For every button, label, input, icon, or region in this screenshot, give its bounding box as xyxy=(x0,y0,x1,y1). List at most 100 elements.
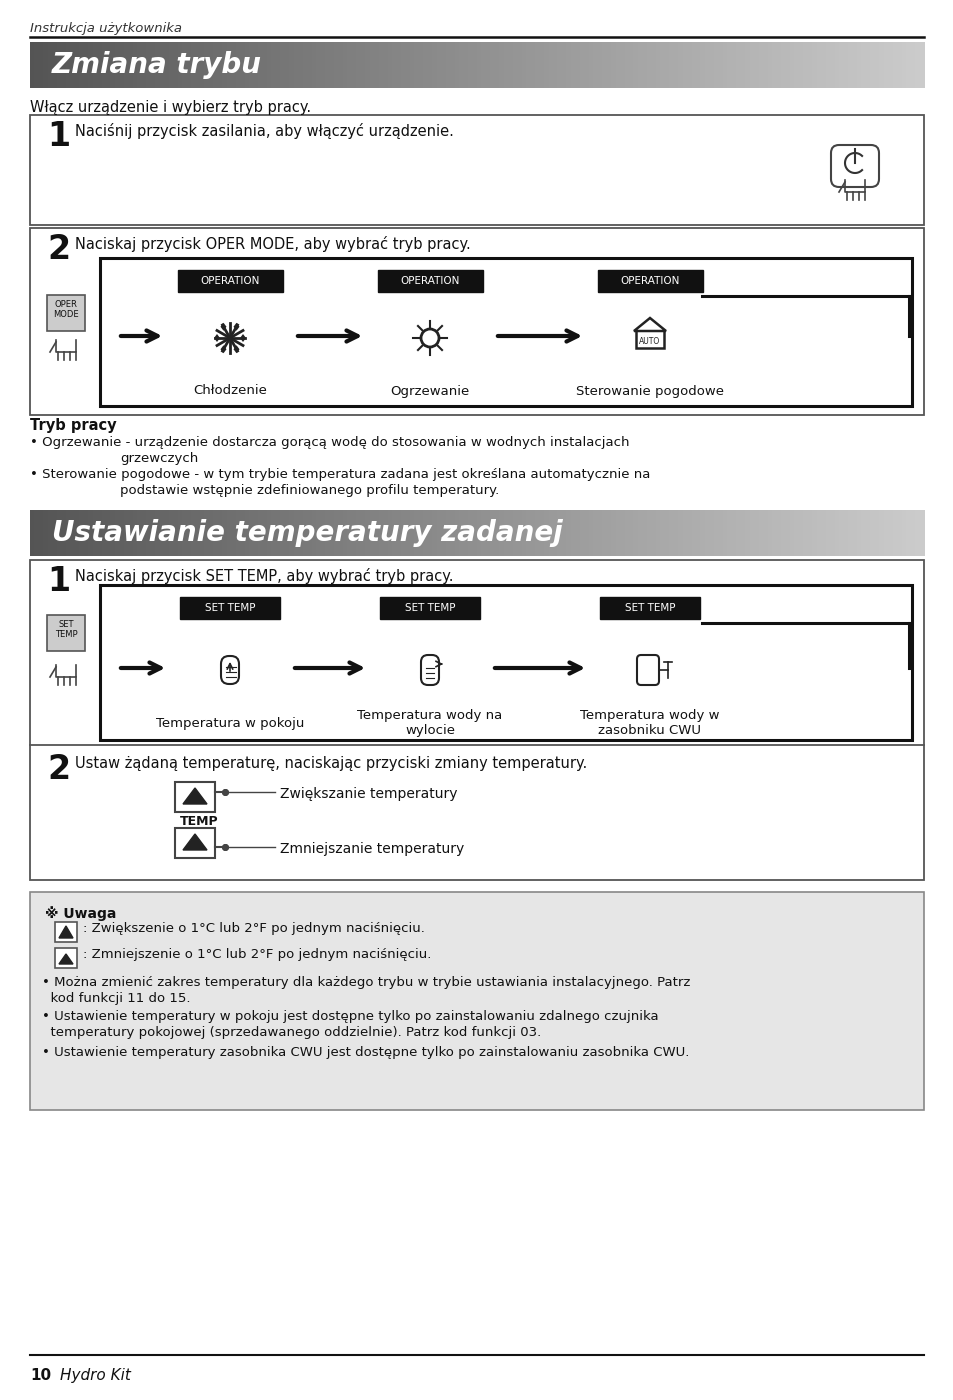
Bar xyxy=(111,42,116,88)
Bar xyxy=(651,510,656,556)
Bar xyxy=(88,42,93,88)
Text: Sterowanie pogodowe: Sterowanie pogodowe xyxy=(576,385,723,398)
Bar xyxy=(539,510,544,556)
Bar xyxy=(47,615,85,651)
Bar xyxy=(726,42,732,88)
Bar xyxy=(100,258,911,406)
Bar xyxy=(436,510,442,556)
Text: OPERATION: OPERATION xyxy=(200,276,259,286)
Bar xyxy=(249,42,254,88)
Bar xyxy=(865,510,870,556)
Bar xyxy=(598,510,602,556)
Text: 1: 1 xyxy=(47,120,71,153)
Bar xyxy=(879,510,883,556)
Bar xyxy=(155,510,160,556)
Bar xyxy=(177,510,183,556)
Bar xyxy=(842,42,848,88)
Bar xyxy=(66,510,71,556)
Bar xyxy=(191,510,196,556)
Bar xyxy=(186,42,192,88)
Text: Hydro Kit: Hydro Kit xyxy=(60,1368,131,1383)
Bar xyxy=(879,42,883,88)
Bar xyxy=(240,510,245,556)
Text: grzewczych: grzewczych xyxy=(120,452,198,465)
Bar xyxy=(821,42,826,88)
Bar xyxy=(124,42,130,88)
Bar xyxy=(137,42,143,88)
Bar xyxy=(164,42,170,88)
Bar xyxy=(132,510,138,556)
Bar xyxy=(249,510,254,556)
Bar xyxy=(52,510,58,556)
Bar xyxy=(749,510,755,556)
Text: OPERATION: OPERATION xyxy=(619,276,679,286)
Bar xyxy=(423,510,429,556)
Bar xyxy=(865,42,870,88)
Bar xyxy=(169,42,173,88)
FancyBboxPatch shape xyxy=(221,657,239,685)
Bar xyxy=(508,510,514,556)
Bar xyxy=(691,42,697,88)
Bar xyxy=(275,42,281,88)
Bar xyxy=(771,42,777,88)
Bar xyxy=(262,42,268,88)
Bar xyxy=(575,510,580,556)
Bar xyxy=(821,510,826,556)
Bar xyxy=(92,42,98,88)
Bar xyxy=(320,42,326,88)
Bar xyxy=(334,42,339,88)
Bar xyxy=(495,42,499,88)
Text: Temperatura w pokoju: Temperatura w pokoju xyxy=(155,717,304,729)
Bar xyxy=(209,510,214,556)
Bar xyxy=(498,42,504,88)
Bar xyxy=(798,42,803,88)
Bar xyxy=(598,270,702,293)
Bar xyxy=(124,510,130,556)
Bar xyxy=(204,510,210,556)
Bar xyxy=(209,42,214,88)
Bar xyxy=(377,270,482,293)
Bar xyxy=(914,42,920,88)
Text: kod funkcji 11 do 15.: kod funkcji 11 do 15. xyxy=(42,993,191,1005)
Bar xyxy=(285,510,290,556)
Bar xyxy=(638,42,642,88)
Bar xyxy=(781,510,785,556)
Bar xyxy=(659,42,665,88)
Bar xyxy=(615,42,620,88)
Bar xyxy=(307,510,313,556)
Bar xyxy=(92,510,98,556)
Bar xyxy=(370,42,375,88)
Bar xyxy=(329,510,335,556)
Bar xyxy=(455,510,459,556)
Bar xyxy=(97,510,102,556)
Bar xyxy=(758,510,763,556)
Bar xyxy=(526,42,531,88)
Bar xyxy=(455,42,459,88)
Text: SET TEMP: SET TEMP xyxy=(404,603,455,613)
Bar xyxy=(736,510,740,556)
Bar xyxy=(874,42,880,88)
Bar xyxy=(30,892,923,1110)
Bar xyxy=(856,42,862,88)
Bar xyxy=(503,510,509,556)
Bar xyxy=(39,510,45,556)
Bar xyxy=(450,42,456,88)
Bar xyxy=(606,510,612,556)
Bar xyxy=(861,42,866,88)
Text: Zwiększanie temperatury: Zwiększanie temperatury xyxy=(280,787,457,801)
Bar xyxy=(57,42,62,88)
Bar xyxy=(213,510,218,556)
Bar xyxy=(781,42,785,88)
Bar xyxy=(458,510,464,556)
Bar xyxy=(119,510,125,556)
Bar xyxy=(275,510,281,556)
Bar xyxy=(713,42,719,88)
Bar xyxy=(88,510,93,556)
Text: 1: 1 xyxy=(47,566,71,598)
Bar xyxy=(400,510,406,556)
Bar xyxy=(298,42,303,88)
FancyBboxPatch shape xyxy=(830,146,878,188)
Bar xyxy=(360,510,366,556)
Bar xyxy=(217,510,223,556)
Bar xyxy=(740,510,745,556)
